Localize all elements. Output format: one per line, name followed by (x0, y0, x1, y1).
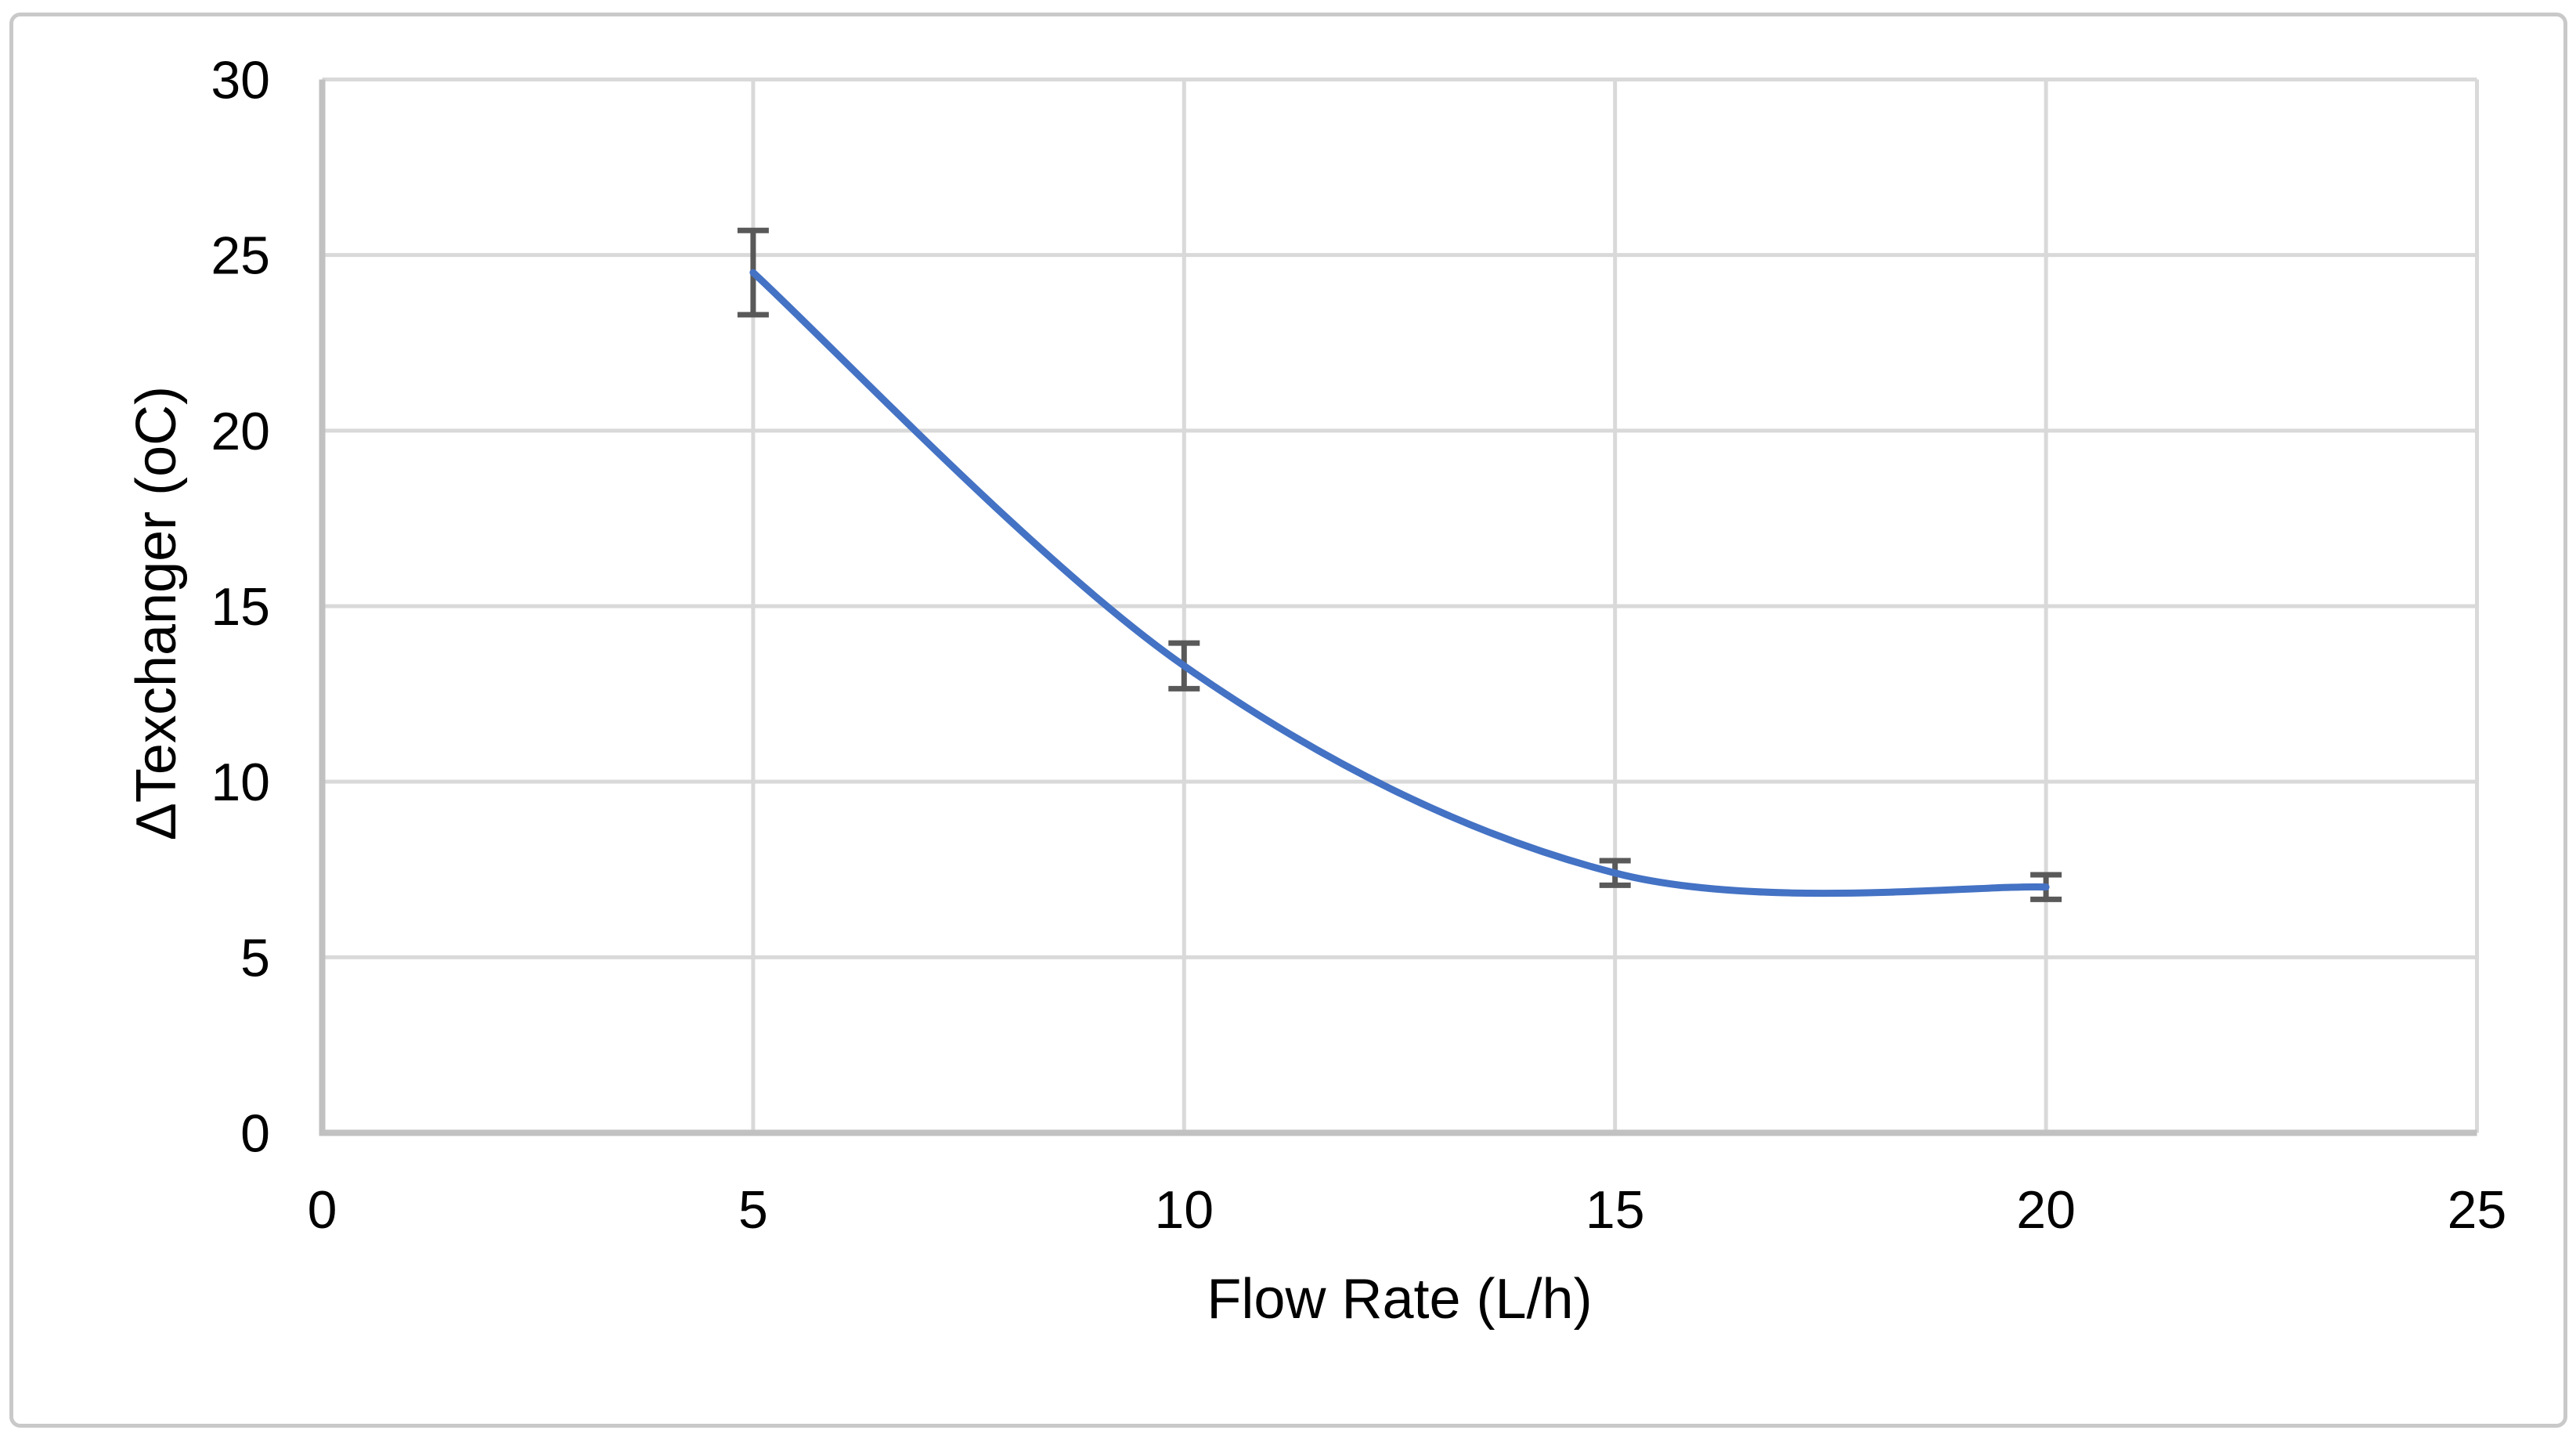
y-tick-label: 20 (211, 402, 270, 461)
y-tick-label: 0 (240, 1104, 270, 1164)
y-tick-label: 5 (240, 928, 270, 988)
x-tick-label: 5 (738, 1180, 768, 1240)
y-tick-label: 25 (211, 226, 270, 286)
x-tick-label: 25 (2448, 1180, 2507, 1240)
x-tick-label: 0 (308, 1180, 337, 1240)
chart-outer-border (9, 13, 2567, 1428)
y-tick-label: 30 (211, 51, 270, 110)
data-series-line (749, 269, 2050, 897)
y-tick-label: 10 (211, 753, 270, 812)
x-tick-label: 20 (2016, 1180, 2076, 1240)
x-tick-label: 10 (1154, 1180, 1214, 1240)
y-axis-title: ΔTexchanger (oC) (125, 385, 188, 841)
x-tick-label: 15 (1586, 1180, 1645, 1240)
y-tick-label: 15 (211, 577, 270, 637)
x-axis-title: Flow Rate (L/h) (1207, 1268, 1593, 1331)
